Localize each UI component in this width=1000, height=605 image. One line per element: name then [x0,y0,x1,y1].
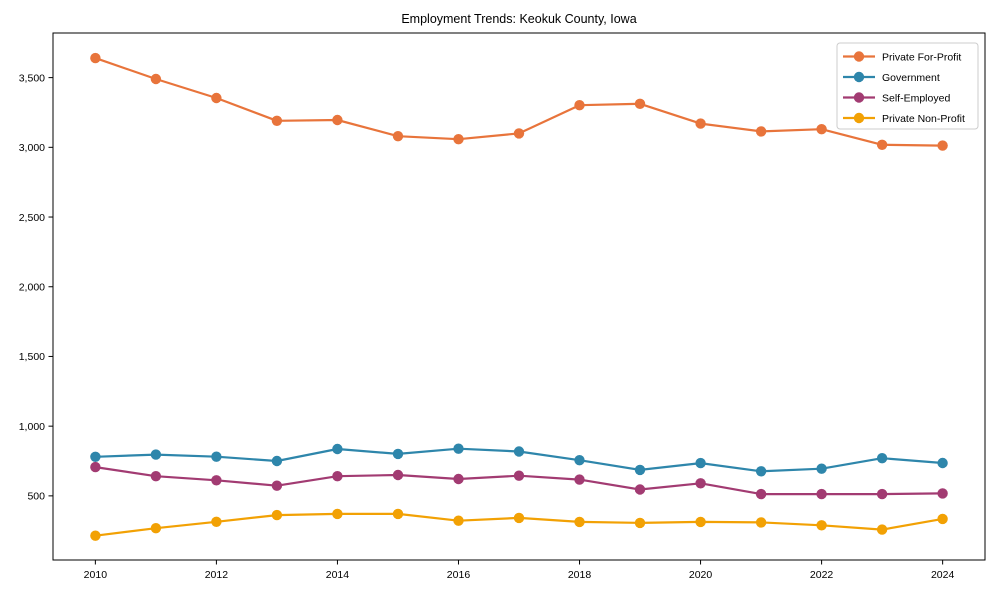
data-point-private-non-profit-2012 [211,516,222,527]
data-point-government-2018 [574,455,585,466]
data-point-government-2024 [937,457,948,469]
data-point-government-2015 [392,448,404,460]
data-point-private-for-profit-2011 [150,73,162,85]
data-point-private-for-profit-2022 [816,124,827,135]
data-point-self-employed-2017 [513,470,525,481]
data-point-private-for-profit-2015 [392,131,404,142]
data-point-self-employed-2014 [332,471,343,482]
data-point-private-for-profit-2013 [271,115,283,127]
y-axis-tick-label: 3,000 [19,142,45,154]
data-point-self-employed-2019 [634,484,646,495]
data-point-private-for-profit-2016 [453,134,464,145]
y-axis-tick-label: 3,500 [19,72,45,84]
data-point-private-for-profit-2023 [876,139,888,150]
legend-label-self-employed: Self-Employed [882,92,950,104]
data-point-private-for-profit-2020 [695,118,706,129]
data-point-self-employed-2022 [816,488,827,500]
data-point-government-2017 [513,446,525,457]
data-point-private-non-profit-2015 [392,508,404,520]
x-axis-tick-label: 2016 [447,569,471,581]
legend-label-government: Government [882,72,940,84]
x-axis-tick-label: 2024 [931,569,955,581]
y-axis-tick-label: 500 [27,491,45,503]
data-point-self-employed-2012 [211,475,222,486]
x-axis-tick-label: 2010 [84,569,108,581]
legend-swatch-marker-private-for-profit [853,51,865,62]
data-point-private-non-profit-2020 [695,516,706,528]
data-point-self-employed-2010 [90,461,101,473]
data-point-self-employed-2016 [453,473,464,485]
data-point-private-non-profit-2013 [271,509,283,521]
x-axis-tick-label: 2020 [689,569,713,581]
data-point-private-non-profit-2019 [634,517,646,529]
data-point-government-2023 [876,453,888,464]
data-point-government-2013 [271,455,283,467]
data-point-government-2022 [816,463,827,474]
y-axis-tick-label: 2,000 [19,282,45,294]
data-point-self-employed-2013 [271,480,283,491]
data-point-private-for-profit-2019 [634,98,646,110]
data-point-self-employed-2018 [574,474,585,485]
data-point-government-2012 [211,451,222,462]
data-point-private-for-profit-2024 [937,140,948,151]
data-point-private-for-profit-2014 [332,114,343,126]
data-point-private-non-profit-2023 [876,524,888,535]
legend-swatch-marker-self-employed [853,92,865,103]
data-point-private-for-profit-2010 [90,52,101,64]
data-point-government-2010 [90,451,101,462]
data-point-private-non-profit-2017 [513,512,525,524]
data-point-private-non-profit-2018 [574,516,585,528]
legend-swatch-marker-private-non-profit [853,112,865,124]
legend-label-private-for-profit: Private For-Profit [882,51,961,63]
data-point-private-non-profit-2010 [90,530,101,541]
data-point-government-2011 [150,449,162,460]
data-point-private-non-profit-2014 [332,508,343,520]
x-axis-tick-label: 2012 [205,569,229,581]
x-axis-tick-label: 2014 [326,569,350,581]
data-point-private-non-profit-2016 [453,515,464,526]
y-axis-tick-label: 1,500 [19,351,45,363]
data-point-government-2016 [453,443,464,454]
y-axis-tick-label: 1,000 [19,421,45,433]
data-point-private-non-profit-2021 [755,517,767,528]
legend-label-private-non-profit: Private Non-Profit [882,113,965,125]
data-point-private-for-profit-2012 [211,92,222,104]
legend: Private For-Profit Government Self-Employe… [836,42,979,130]
y-axis-tick-label: 2,500 [19,212,45,224]
data-point-private-for-profit-2021 [755,126,767,137]
data-point-self-employed-2024 [937,488,948,499]
data-point-private-non-profit-2011 [150,523,162,534]
data-point-government-2019 [634,464,646,476]
data-point-private-for-profit-2017 [513,128,525,139]
legend-swatch-marker-government [853,71,865,83]
x-axis-tick-label: 2018 [568,569,592,581]
chart-title: Employment Trends: Keokuk County, Iowa [401,12,636,26]
data-point-private-for-profit-2018 [574,100,585,111]
data-point-government-2020 [695,457,706,469]
x-axis-tick-label: 2022 [810,569,834,581]
data-point-self-employed-2015 [392,469,404,481]
data-point-government-2014 [332,443,343,455]
data-point-self-employed-2021 [755,488,767,500]
data-point-private-non-profit-2022 [816,520,827,531]
data-point-self-employed-2011 [150,471,162,482]
legend-box [836,42,979,130]
data-point-private-non-profit-2024 [937,513,948,525]
data-point-government-2021 [755,466,767,477]
data-point-self-employed-2020 [695,478,706,489]
data-point-self-employed-2023 [876,488,888,500]
plot-border [52,32,986,561]
